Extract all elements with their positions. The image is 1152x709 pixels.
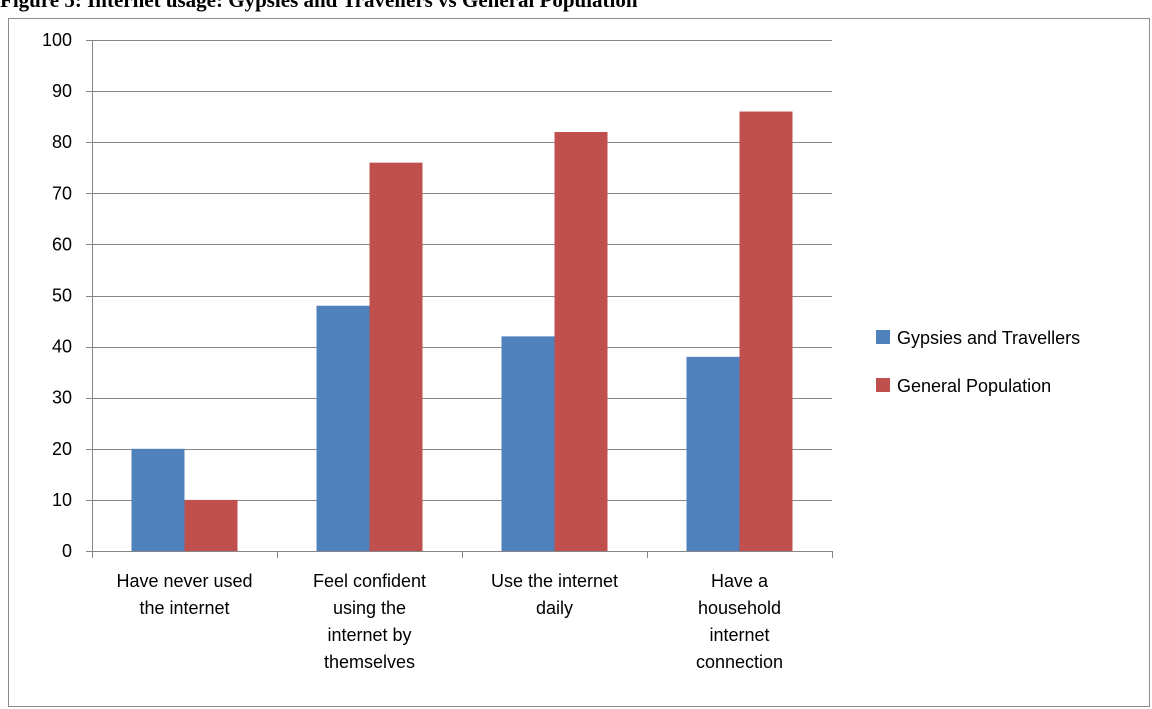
x-category-label: daily bbox=[536, 598, 573, 618]
bar-gypsies-travellers bbox=[131, 448, 185, 551]
x-category-label: themselves bbox=[324, 652, 415, 672]
bar-general-population bbox=[184, 499, 238, 551]
y-tick-label: 20 bbox=[52, 439, 72, 459]
x-category-label: Use the internet bbox=[491, 571, 618, 591]
x-category-label: internet bbox=[709, 625, 769, 645]
legend-swatch bbox=[876, 378, 890, 392]
bar-general-population bbox=[554, 131, 608, 552]
y-tick-label: 0 bbox=[62, 541, 72, 561]
axes bbox=[92, 40, 833, 558]
gridlines bbox=[92, 40, 832, 501]
y-tick-label: 40 bbox=[52, 337, 72, 357]
x-category-label: Have a bbox=[711, 571, 769, 591]
y-tick-label: 50 bbox=[52, 286, 72, 306]
x-category-label: Feel confident bbox=[313, 571, 426, 591]
y-tick-label: 90 bbox=[52, 81, 72, 101]
x-category-label: household bbox=[698, 598, 781, 618]
y-tick-label: 100 bbox=[42, 30, 72, 50]
y-tick-label: 10 bbox=[52, 490, 72, 510]
x-axis-labels: Have never used the internet Feel confiden… bbox=[116, 571, 783, 672]
legend-swatch bbox=[876, 330, 890, 344]
figure-title: Figure 5: Internet usage: Gypsies and Tr… bbox=[0, 0, 638, 12]
bar-general-population bbox=[739, 111, 793, 551]
y-axis-ticks: 0 10 20 30 40 50 60 70 80 90 100 bbox=[42, 30, 92, 561]
bar-gypsies-travellers bbox=[501, 336, 555, 551]
y-tick-label: 60 bbox=[52, 234, 72, 254]
bar-general-population bbox=[369, 162, 423, 551]
legend-label: General Population bbox=[897, 376, 1051, 396]
x-category-label: the internet bbox=[139, 598, 229, 618]
figure-title-strip: Figure 5: Internet usage: Gypsies and Tr… bbox=[0, 0, 1152, 18]
y-tick-label: 70 bbox=[52, 183, 72, 203]
y-tick-label: 30 bbox=[52, 388, 72, 408]
bar-gypsies-travellers bbox=[316, 305, 370, 551]
x-category-label: internet by bbox=[327, 625, 411, 645]
legend: Gypsies and Travellers General Population bbox=[876, 328, 1080, 396]
x-category-label: using the bbox=[333, 598, 406, 618]
y-tick-label: 80 bbox=[52, 132, 72, 152]
x-category-label: connection bbox=[696, 652, 783, 672]
bars bbox=[131, 111, 793, 552]
legend-label: Gypsies and Travellers bbox=[897, 328, 1080, 348]
x-category-label: Have never used bbox=[116, 571, 252, 591]
bar-gypsies-travellers bbox=[686, 356, 740, 551]
